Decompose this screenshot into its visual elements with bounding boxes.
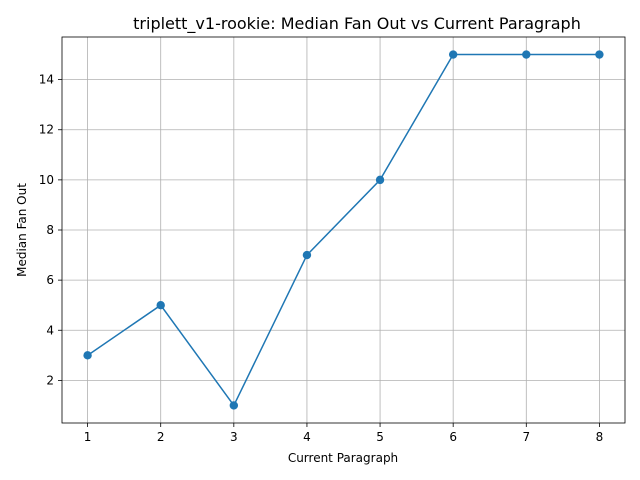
data-point	[448, 50, 458, 59]
x-tick-label: 2	[157, 430, 165, 444]
x-tick-label: 5	[376, 430, 384, 444]
y-tick-label: 2	[46, 373, 54, 387]
x-tick-label: 1	[84, 430, 92, 444]
grid	[62, 37, 625, 423]
y-tick-label: 14	[39, 73, 54, 87]
data-point	[595, 50, 604, 59]
x-tick-label: 6	[449, 430, 457, 444]
x-axis-label: Current Paragraph	[288, 451, 398, 465]
x-tick-label: 3	[230, 430, 238, 444]
data-point	[302, 250, 312, 260]
y-tick-label: 6	[46, 273, 54, 287]
plot-frame	[61, 36, 626, 424]
y-tick-label: 8	[46, 223, 54, 237]
series-layer	[83, 50, 604, 410]
y-tick-label: 4	[46, 323, 54, 337]
data-point	[229, 401, 239, 410]
chart-title: triplett_v1-rookie: Median Fan Out vs Cu…	[133, 14, 581, 34]
x-tick-label: 4	[303, 430, 311, 444]
data-point	[375, 175, 385, 185]
data-point	[83, 351, 92, 360]
data-point	[156, 300, 165, 310]
y-tick-label: 10	[39, 173, 54, 187]
x-tick-label: 8	[596, 430, 604, 444]
data-point	[522, 50, 531, 59]
y-axis-label: Median Fan Out	[15, 183, 29, 277]
series-line	[87, 53, 600, 407]
x-tick-label: 7	[522, 430, 530, 444]
y-tick-label: 12	[39, 123, 54, 137]
